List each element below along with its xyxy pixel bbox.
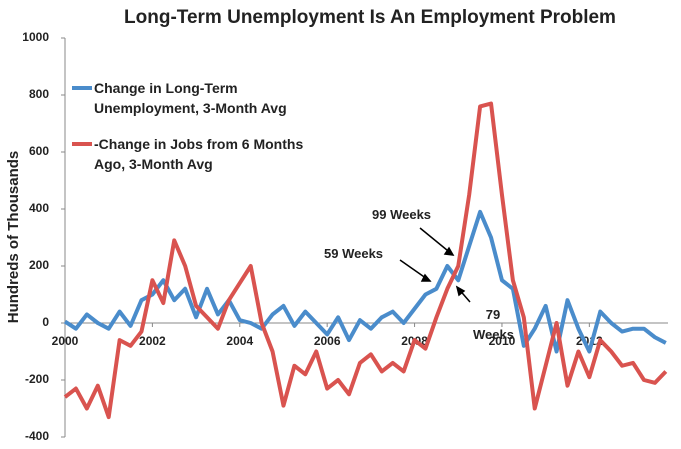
y-tick-label: 400	[29, 201, 49, 215]
x-tick-label: 2000	[52, 334, 79, 348]
series-line	[63, 101, 668, 420]
legend-label: Change in Long-Term Unemployment, 3-Mont…	[94, 80, 287, 116]
x-tick-label: 2002	[139, 334, 166, 348]
arrows	[399, 227, 471, 303]
y-tick-label: 1000	[22, 30, 49, 44]
annotation: 79 Weeks	[473, 307, 514, 342]
annotation: 59 Weeks	[324, 246, 384, 261]
y-tick-label: 800	[29, 87, 49, 101]
legend-label: -Change in Jobs from 6 Months Ago, 3-Mon…	[94, 136, 304, 172]
x-tick-label: 2006	[314, 334, 341, 348]
y-tick-label: 0	[42, 315, 49, 329]
x-tick-label: 2010	[489, 334, 516, 348]
chart-title: Long-Term Unemployment Is An Employment …	[124, 7, 616, 28]
y-tick-label: 600	[29, 144, 49, 158]
legend-item: Change in Long-Term Unemployment, 3-Mont…	[72, 78, 334, 118]
annotation: 99 Weeks	[372, 207, 432, 222]
y-axis-label: Hundreds of Thousands	[5, 151, 22, 324]
y-tick-label: 200	[29, 258, 49, 272]
y-tick-label: -200	[25, 372, 49, 386]
x-tick-label: 2004	[226, 334, 253, 348]
legend-item: -Change in Jobs from 6 Months Ago, 3-Mon…	[72, 134, 319, 174]
y-tick-label: -400	[25, 429, 49, 443]
